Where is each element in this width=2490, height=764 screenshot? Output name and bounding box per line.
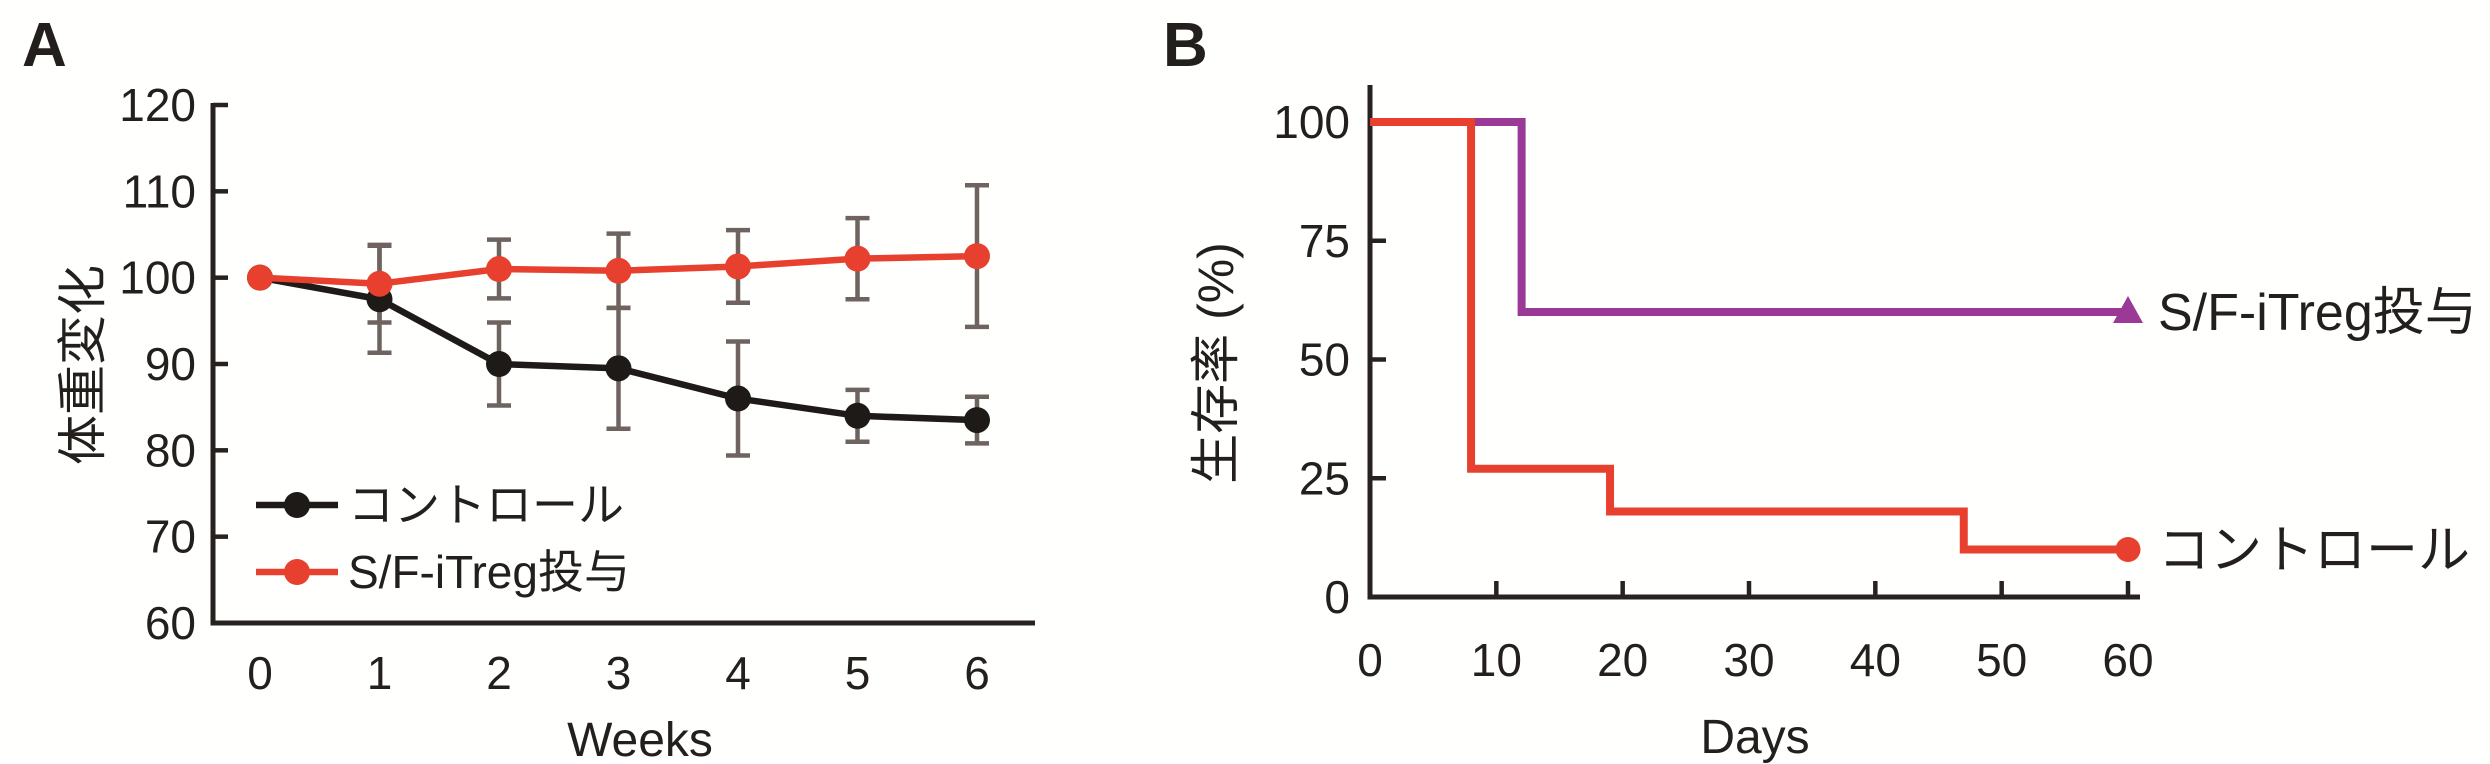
- panel-b-x-tick-label: 40: [1850, 634, 1901, 686]
- panel-a-y-tick-label: 110: [123, 165, 196, 217]
- panel-b-x-tick-label: 30: [1723, 634, 1774, 686]
- data-point-marker: [486, 351, 512, 377]
- legend-marker-sample: [284, 559, 310, 585]
- data-point-marker: [486, 256, 512, 283]
- panel-a-y-axis-title: 体重変化: [55, 265, 111, 465]
- survival-curve-0: [1370, 118, 2128, 316]
- panel-b-y-tick-label: 0: [1324, 571, 1350, 623]
- data-point-marker: [725, 385, 751, 412]
- data-point-marker: [844, 245, 871, 272]
- panel-b-x-tick-label: 20: [1597, 634, 1648, 686]
- panel-b-axes: [1367, 85, 2140, 600]
- data-point-marker: [964, 407, 990, 434]
- panel-b-x-axis-title: Days: [1700, 711, 1809, 764]
- panel-a-y-tick-label: 70: [145, 511, 196, 563]
- legend-label-control: コントロール: [348, 479, 624, 531]
- legend-marker-sample: [284, 492, 310, 518]
- panel-a-y-tick-label: 60: [145, 597, 196, 649]
- panel-b-y-tick-label: 25: [1299, 452, 1350, 504]
- panel-b-chart: 0 25 50 75 100 0 10 20 30 40 50 60: [1273, 85, 2154, 686]
- panel-a-x-tick-label: 6: [964, 647, 990, 699]
- panel-a-x-axis-title: Weeks: [567, 714, 713, 764]
- panel-b-x-tick-label: 60: [2102, 634, 2153, 686]
- data-point-marker: [366, 270, 393, 297]
- data-point-marker: [964, 243, 990, 270]
- panel-a-letter: A: [22, 11, 67, 80]
- panel-a-x-tick-label: 1: [367, 647, 393, 699]
- panel-a-x-tick-label: 3: [606, 647, 632, 699]
- line-end-label-sf-itreg: S/F-iTreg投与: [2158, 284, 2477, 342]
- line-end-label-control: コントロール: [2158, 522, 2470, 580]
- panel-a-x-tick-label: 4: [725, 647, 751, 699]
- panel-a-y-tick-label: 80: [145, 424, 196, 476]
- panel-b-y-tick-label: 75: [1299, 215, 1350, 267]
- data-point-marker: [605, 355, 632, 382]
- legend-label-sf-itreg: S/F-iTreg投与: [348, 546, 630, 598]
- panel-a-x-tick-label: 2: [486, 647, 512, 699]
- panel-a-y-tick-label: 100: [119, 252, 196, 304]
- panel-a-y-tick-label: 120: [119, 79, 196, 131]
- data-point-marker: [247, 264, 273, 291]
- data-point-marker: [725, 253, 751, 280]
- panel-a-y-tick-label: 90: [145, 338, 196, 390]
- data-point-marker: [605, 257, 632, 284]
- panel-b-x-tick-label: 0: [1357, 634, 1383, 686]
- survival-curve-1: [1370, 118, 2128, 554]
- panel-b-y-tick-label: 100: [1273, 96, 1350, 148]
- panel-b-letter: B: [1163, 11, 1208, 80]
- panel-a-x-tick-label: 0: [247, 647, 273, 699]
- panel-b-y-tick-label: 50: [1299, 334, 1350, 386]
- panel-a-x-tick-label: 5: [845, 647, 871, 699]
- data-point-marker: [844, 402, 871, 429]
- panel-b-y-axis-title: 生存率 (%): [1188, 242, 1244, 484]
- curve-end-triangle-marker: [2113, 296, 2143, 323]
- panel-b-x-tick-label: 10: [1471, 634, 1522, 686]
- panel-b-x-tick-label: 50: [1976, 634, 2027, 686]
- curve-end-circle-marker: [2115, 537, 2141, 562]
- panel-a-chart: 60 70 80 90 100 110 120 0 1 2 3 4 5 6: [119, 79, 1035, 699]
